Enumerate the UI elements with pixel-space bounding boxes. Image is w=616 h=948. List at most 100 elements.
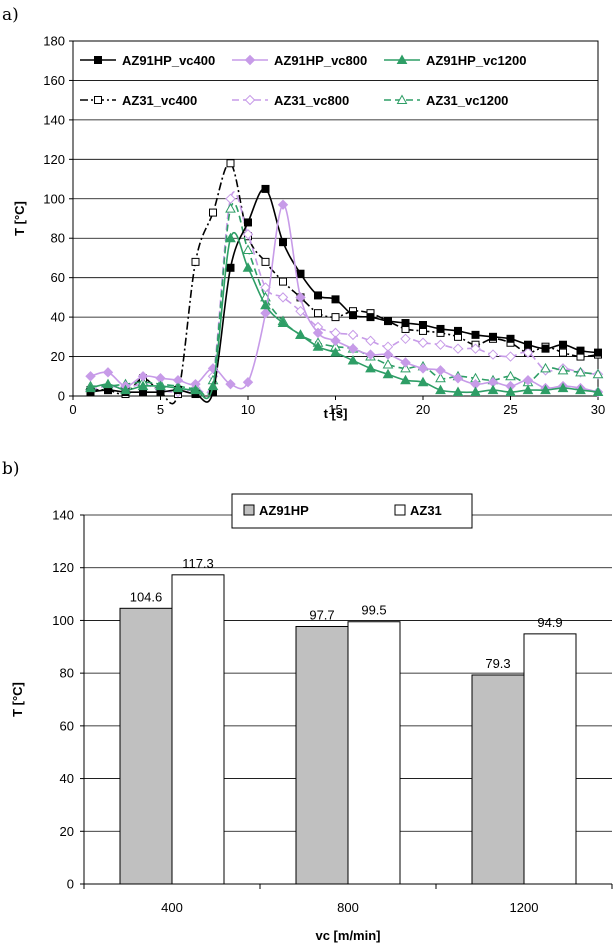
- data-point: [85, 382, 96, 393]
- data-point: [436, 324, 445, 333]
- legend-label: AZ31_vc800: [274, 93, 349, 108]
- legend-label: AZ91HP: [259, 503, 309, 518]
- data-point: [435, 339, 446, 350]
- data-point: [120, 384, 131, 395]
- series-AZ31_vc1200: [85, 202, 604, 397]
- data-point: [225, 232, 236, 243]
- series-line: [90, 202, 599, 397]
- legend: AZ91HP_vc400 AZ91HP_vc800 AZ91HP_vc1200 AZ3…: [80, 53, 526, 108]
- data-point: [576, 346, 585, 355]
- data-point: [401, 319, 410, 328]
- legend-marker: [244, 54, 256, 66]
- legend-label: AZ91HP_vc400: [122, 53, 215, 68]
- data-point: [471, 330, 480, 339]
- series-line: [90, 191, 599, 394]
- legend-label: AZ91HP_vc1200: [426, 53, 526, 68]
- data-point: [400, 357, 411, 368]
- data-point: [312, 341, 324, 351]
- y-tick-label: 60: [60, 718, 74, 733]
- data-point: [400, 362, 411, 373]
- x-tick-label: 10: [241, 402, 255, 417]
- data-point: [102, 378, 114, 389]
- data-point: [226, 263, 235, 272]
- data-point: [557, 364, 569, 375]
- series-line: [90, 231, 599, 400]
- data-point: [417, 363, 429, 374]
- data-point: [347, 343, 359, 354]
- y-tick-label: 140: [43, 112, 65, 127]
- y-tick-label: 60: [51, 270, 65, 285]
- data-point: [191, 257, 200, 266]
- data-point: [207, 380, 219, 391]
- legend-label: AZ91HP_vc800: [274, 53, 367, 68]
- data-point: [331, 295, 340, 304]
- x-axis-label: vc [m/min]: [315, 928, 380, 943]
- data-label: 97.7: [309, 607, 334, 622]
- x-axis-label: t [s]: [324, 406, 348, 421]
- legend-marker: [396, 94, 408, 104]
- data-label: 99.5: [361, 603, 386, 618]
- x-tick-label: 15: [328, 402, 342, 417]
- data-point: [541, 344, 550, 353]
- data-point: [575, 384, 586, 395]
- data-point: [277, 292, 289, 303]
- data-point: [382, 368, 394, 379]
- data-point: [260, 299, 271, 310]
- x-tick-label: 5: [157, 402, 164, 417]
- data-point: [349, 311, 357, 320]
- series-AZ91HP_vc1200: [85, 231, 604, 400]
- data-point: [384, 317, 392, 326]
- data-point: [295, 292, 306, 303]
- y-axis-label: T [°C]: [10, 682, 25, 717]
- data-point: [330, 335, 341, 346]
- data-point: [261, 184, 270, 193]
- legend-swatch: [243, 504, 255, 516]
- data-point: [365, 335, 376, 346]
- legend: AZ91HP AZ31: [231, 493, 473, 529]
- data-point: [452, 373, 464, 384]
- legend-box: [231, 493, 473, 529]
- data-point: [506, 334, 515, 343]
- y-tick-label: 80: [51, 231, 65, 246]
- y-tick-label: 40: [51, 310, 65, 325]
- data-point: [522, 384, 534, 395]
- data-point: [190, 384, 201, 395]
- data-point: [277, 317, 289, 328]
- data-point: [366, 313, 375, 322]
- y-tick-label: 140: [52, 508, 74, 523]
- data-point: [452, 343, 464, 354]
- y-tick-label: 160: [43, 73, 65, 88]
- data-point: [435, 384, 446, 395]
- legend-marker: [94, 56, 102, 64]
- bar-AZ91HP: [295, 625, 349, 885]
- data-point: [225, 203, 236, 213]
- y-tick-label: 120: [52, 560, 74, 575]
- data-point: [452, 386, 464, 397]
- data-point: [489, 332, 497, 341]
- data-point: [575, 366, 586, 377]
- x-tick-label: 1200: [510, 900, 539, 915]
- data-point: [102, 367, 114, 378]
- data-point: [260, 307, 271, 319]
- data-point: [242, 376, 254, 388]
- data-point: [347, 354, 359, 365]
- data-point: [347, 329, 359, 341]
- data-point: [540, 384, 551, 395]
- data-point: [209, 208, 217, 217]
- data-point: [470, 343, 481, 354]
- y-tick-label: 100: [52, 613, 74, 628]
- y-tick-label: 180: [43, 34, 65, 49]
- data-point: [454, 326, 462, 335]
- series-line: [90, 203, 599, 393]
- data-point: [244, 218, 252, 227]
- y-tick-label: 100: [43, 191, 65, 206]
- bar-chart-b: 0 20 40 60 80 100 120 140 104.6 117.3 400 97.7 99.5 8…: [10, 493, 613, 943]
- data-point: [172, 382, 184, 393]
- bar-AZ31: [347, 621, 401, 885]
- data-point: [400, 333, 411, 345]
- data-point: [382, 349, 394, 360]
- data-point: [330, 347, 341, 357]
- legend-marker: [94, 96, 102, 104]
- y-tick-label: 40: [60, 771, 74, 786]
